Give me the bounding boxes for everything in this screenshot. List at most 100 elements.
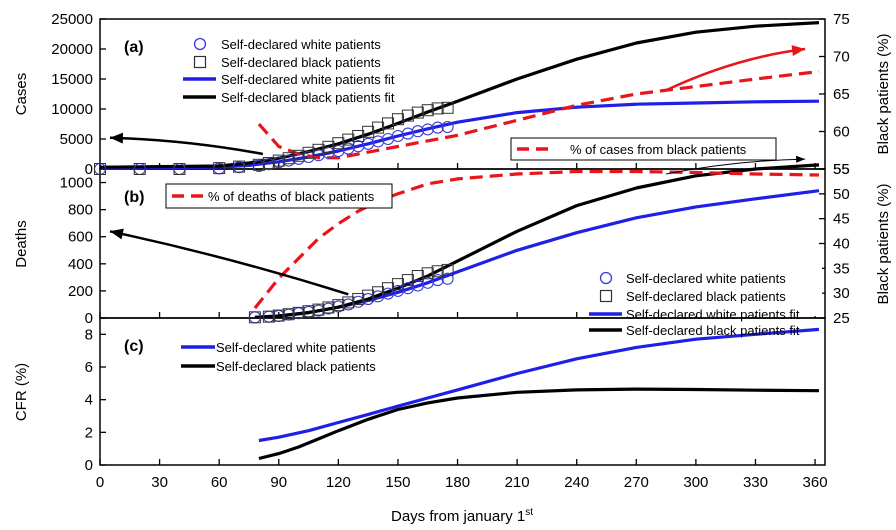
legend-b-item-3: Self-declared white patients fit [626,307,800,322]
data-point-black [362,125,375,138]
data-point-black [372,286,385,299]
y2label-cases: Black patients (%) [875,34,892,155]
data-point-black [262,310,275,323]
legend-a: Self-declared white patients Self-declar… [183,37,395,105]
data-point-white [431,121,444,134]
data-point-black [282,308,295,321]
legend-a-pct: % of cases from black patients [510,137,777,161]
ylabel-deaths: Deaths [13,220,30,268]
data-point-black [352,130,365,142]
ytick-label: 400 [68,256,93,273]
xtick-label: 0 [96,474,104,491]
data-point-black [352,293,365,306]
legend-c-item-2: Self-declared black patients [216,359,376,374]
data-point-black [332,137,345,150]
data-point-black [421,104,434,117]
legend-b-pct-text: % of deaths of black patients [208,189,375,204]
data-point-black [431,102,444,115]
data-point-black [391,278,404,291]
legend-a-pct-box [510,137,777,161]
data-point-black [391,113,404,126]
series-line-self-declared-white-patients [258,327,820,443]
xtick-label: 360 [803,474,828,491]
xtick-label: 240 [564,474,589,491]
panel-c-frame [99,317,826,466]
ticks-layer: 0500010000150002000025000556065707502004… [51,11,849,491]
y2tick-label: 30 [833,285,850,302]
legend-b-item-1: Self-declared white patients [626,271,786,286]
data-point-black [133,163,146,175]
data-point-black [272,154,285,167]
annotation-arrowhead [791,45,806,57]
xtick-label: 180 [445,474,470,491]
ylabel-cases: Cases [13,73,30,116]
data-point-black [431,265,444,278]
ytick-label: 0 [85,161,93,178]
legend-a-item-1: Self-declared white patients [221,37,381,52]
data-point-black [233,160,246,173]
legend-a-square-marker [193,55,207,69]
data-point-black [292,149,305,162]
xtick-label: 120 [326,474,351,491]
ytick-label: 0 [85,310,93,327]
data-point-black [252,158,265,171]
xtick-label: 60 [211,474,228,491]
panel-a-label: (a) [124,39,144,56]
data-point-black [94,163,106,175]
ytick-label: 2 [85,424,93,441]
y2tick-label: 35 [833,260,850,277]
ylabel-cfr: CFR (%) [13,363,30,421]
data-point-black [322,140,335,153]
data-point-black [411,106,424,119]
series-line--of-cases-from-black-patients [257,69,820,160]
xtick-label: 90 [270,474,287,491]
xlabel-main: Days from january 1 [391,508,525,525]
y2tick-label: 50 [833,186,850,203]
ytick-label: 10000 [51,101,93,118]
data-point-black [401,109,414,122]
annotation-arrow [666,158,806,175]
ytick-label: 25000 [51,11,93,28]
data-point-black [382,282,395,295]
y2tick-label: 65 [833,86,850,103]
data-point-black [292,306,305,319]
y2tick-label: 40 [833,236,850,253]
data-point-black [372,121,385,134]
ytick-label: 4 [85,392,93,409]
data-point-black [342,133,355,146]
data-point-black [382,117,395,130]
legend-c: Self-declared white patients Self-declar… [181,340,376,374]
ytick-label: 8 [85,326,93,343]
panel-c-label: (c) [124,338,144,355]
data-point-black [322,301,335,314]
y2tick-label: 45 [833,211,850,228]
ytick-label: 600 [68,229,93,246]
annotation-arrow [665,47,806,92]
xtick-label: 150 [385,474,410,491]
y2tick-label: 70 [833,49,850,66]
xtick-label: 330 [743,474,768,491]
ytick-label: 800 [68,202,93,219]
data-point-black [302,305,315,318]
data-point-black [411,270,424,283]
data-point-black [441,101,454,114]
data-point-black [262,157,275,169]
data-point-black [332,299,345,312]
annotation-arrow [109,136,264,156]
data-point-black [362,289,375,302]
legend-a-item-4: Self-declared black patients fit [221,90,395,105]
data-point-white [411,125,424,138]
legend-c-item-1: Self-declared white patients [216,340,376,355]
legend-a-pct-text: % of cases from black patients [570,142,747,157]
ytick-label: 20000 [51,41,93,58]
data-point-white [421,123,434,136]
annotation-arrowhead [109,228,124,240]
xlabel: Days from january 1st [391,507,533,525]
data-point-black [342,296,355,309]
y2tick-label: 55 [833,161,850,178]
y2tick-label: 75 [833,11,850,28]
legend-b-box [594,266,822,316]
legend-b-item-2: Self-declared black patients [626,289,786,304]
ytick-label: 1000 [60,175,93,192]
